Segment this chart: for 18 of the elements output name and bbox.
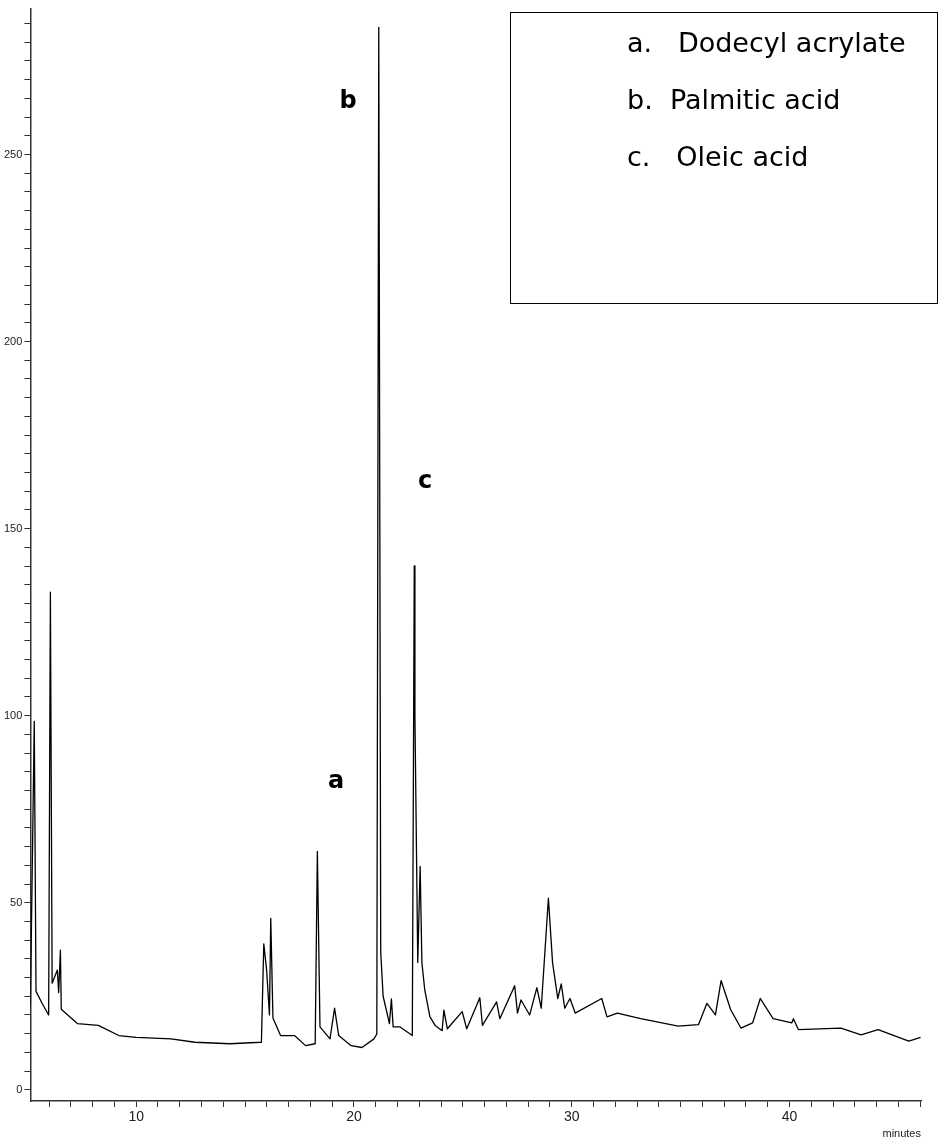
y-tick-label: 100 xyxy=(3,708,23,721)
annotation: b. Palmitic acid xyxy=(627,84,842,115)
annotation: c xyxy=(417,466,433,494)
annotation: b xyxy=(339,86,357,114)
y-tick-label: 150 xyxy=(3,521,23,534)
x-axis-title: minutes xyxy=(882,1127,922,1140)
x-tick-label: 20 xyxy=(346,1108,362,1125)
key-box: a. Dodecyl acrylate b. Palmitic acid c. Oleic acid xyxy=(510,12,938,304)
y-tick-label: 200 xyxy=(3,334,23,347)
x-tick-label: 40 xyxy=(781,1108,798,1125)
x-tick-label: 30 xyxy=(563,1108,580,1125)
annotation: c. Oleic acid xyxy=(627,141,810,172)
annotation: a. Dodecyl acrylate xyxy=(627,27,907,58)
y-tick-label: 50 xyxy=(10,895,23,908)
y-tick-label: 250 xyxy=(3,147,23,160)
annotation: a xyxy=(327,766,345,794)
y-tick-label: 0 xyxy=(16,1082,23,1095)
x-tick-label: 10 xyxy=(128,1108,145,1125)
